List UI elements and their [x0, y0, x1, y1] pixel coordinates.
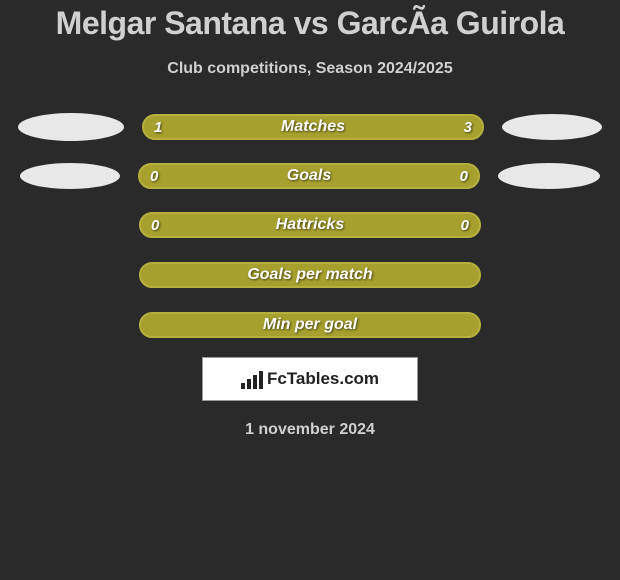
stat-bar: Goals per match — [139, 262, 481, 288]
stat-row: 1Matches3 — [0, 113, 620, 141]
stat-row: Goals per match — [0, 261, 620, 289]
stat-row: Min per goal — [0, 311, 620, 339]
fctables-logo: FcTables.com — [202, 357, 418, 401]
stat-row: 0Goals0 — [0, 163, 620, 189]
stat-row: 0Hattricks0 — [0, 211, 620, 239]
player-avatar-left — [20, 163, 120, 189]
stat-bar: 0Goals0 — [138, 163, 480, 189]
player-avatar-right — [498, 163, 600, 189]
stat-right-value: 3 — [464, 116, 472, 138]
player-avatar-right — [502, 114, 602, 140]
stat-bar: 1Matches3 — [142, 114, 484, 140]
player-avatar-left — [18, 113, 124, 141]
logo-text: FcTables.com — [267, 369, 379, 389]
stat-label: Min per goal — [141, 314, 479, 336]
page-title: Melgar Santana vs GarcÃ­a Guirola — [56, 5, 565, 42]
stat-bar: 0Hattricks0 — [139, 212, 481, 238]
stat-label: Matches — [144, 116, 482, 138]
stat-label: Goals — [140, 165, 478, 187]
stat-bar: Min per goal — [139, 312, 481, 338]
stat-right-value: 0 — [460, 165, 468, 187]
logo-chart-icon — [241, 369, 263, 389]
subtitle: Club competitions, Season 2024/2025 — [167, 60, 452, 78]
stat-label: Hattricks — [141, 214, 479, 236]
stat-label: Goals per match — [141, 264, 479, 286]
stats-section: 1Matches30Goals00Hattricks0Goals per mat… — [0, 113, 620, 339]
date-text: 1 november 2024 — [245, 421, 375, 439]
stat-right-value: 0 — [461, 214, 469, 236]
